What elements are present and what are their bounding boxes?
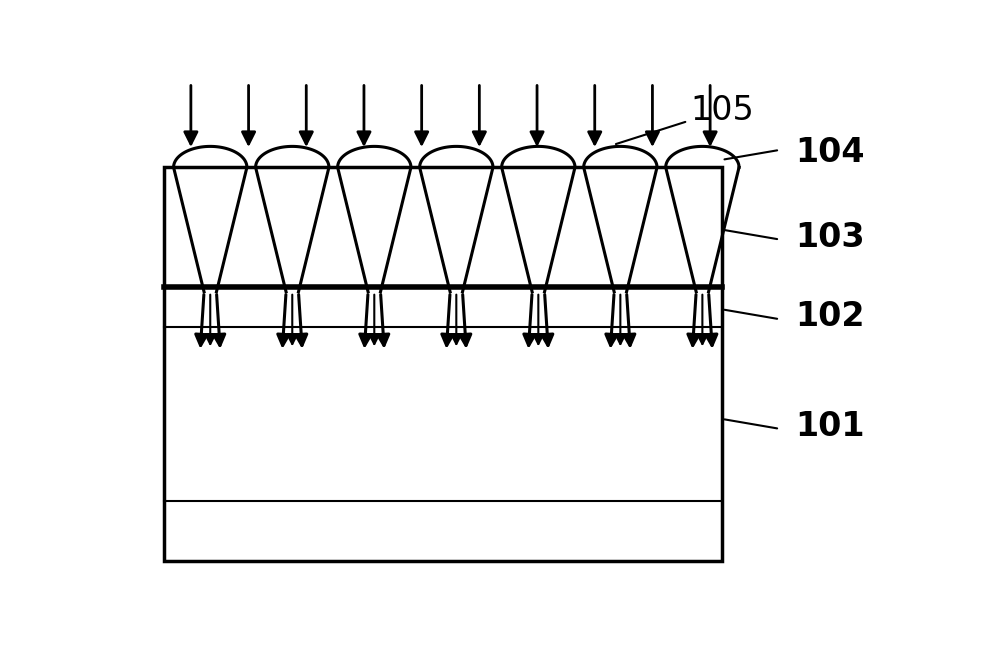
Text: 103: 103 xyxy=(795,221,865,254)
Text: 102: 102 xyxy=(795,300,865,333)
Text: 101: 101 xyxy=(795,410,865,443)
Text: 104: 104 xyxy=(795,136,865,169)
Bar xyxy=(164,168,722,561)
Text: 105: 105 xyxy=(616,94,755,144)
